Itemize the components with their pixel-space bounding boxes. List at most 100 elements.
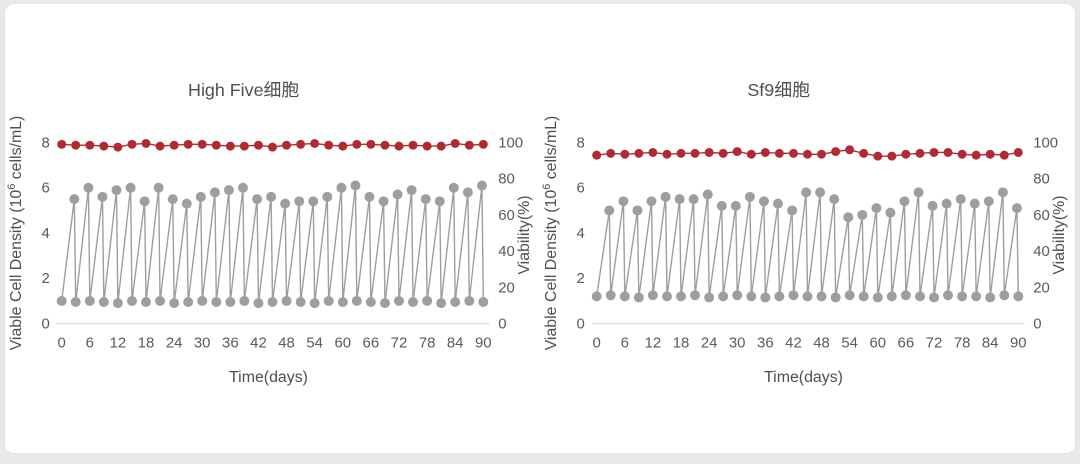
data-point-marker [337, 297, 348, 307]
x-axis-title: Time(days) [764, 369, 843, 386]
data-point-marker [155, 295, 166, 306]
data-point-marker [464, 140, 474, 150]
data-point-marker [843, 212, 854, 223]
data-point-marker [448, 182, 459, 193]
data-point-marker [98, 297, 109, 307]
data-point-marker [282, 140, 291, 150]
data-point-marker [239, 141, 249, 151]
x-tick-label: 60 [335, 335, 352, 351]
data-point-marker [183, 297, 194, 307]
data-point-marker [830, 292, 841, 303]
data-point-marker [605, 290, 616, 301]
data-point-marker [323, 295, 334, 306]
data-point-marker [999, 290, 1010, 301]
x-tick-label: 78 [954, 335, 971, 351]
data-point-marker [901, 149, 911, 159]
data-point-marker [620, 149, 630, 159]
y-right-axis-title: Viability(%) [1051, 195, 1068, 274]
y-left-title-prefix: Viable Cell Density (10 [543, 190, 560, 351]
data-point-marker [619, 291, 630, 302]
data-point-marker [957, 149, 967, 159]
data-point-marker [365, 297, 376, 307]
data-point-marker [829, 194, 840, 205]
chart-high-five-svg: High Five细胞 0 6 12 18 24 30 36 42 48 54 60 66 72 78 84… [6, 80, 533, 386]
data-point-marker [394, 141, 404, 151]
data-point-marker [646, 196, 657, 207]
data-point-marker [267, 297, 278, 307]
data-point-marker [929, 292, 939, 303]
data-point-marker [239, 295, 250, 306]
x-tick-label: 60 [870, 335, 887, 351]
data-point-marker [845, 145, 855, 155]
data-point-marker [760, 292, 771, 303]
x-tick-label: 36 [757, 335, 774, 351]
x-tick-labels: 0 6 12 18 24 30 36 42 48 54 60 66 72 78 84 90 [593, 335, 1027, 351]
y-left-title-suffix: cells/mL) [8, 116, 25, 184]
y-left-tick-label: 0 [41, 316, 49, 332]
x-tick-label: 66 [898, 335, 915, 351]
data-point-marker [660, 191, 671, 202]
data-point-marker [294, 196, 305, 207]
data-point-marker [352, 139, 362, 149]
data-point-marker [676, 291, 686, 302]
data-point-marker [802, 291, 813, 302]
vcd-series [56, 180, 489, 309]
data-point-marker [618, 196, 629, 207]
data-point-marker [69, 194, 80, 205]
y-left-title-prefix: Viable Cell Density (10 [8, 190, 25, 351]
data-point-marker [436, 141, 446, 151]
data-point-marker [943, 290, 953, 301]
data-point-marker [774, 291, 785, 302]
data-point-marker [209, 187, 220, 198]
chart-high-five: High Five细胞 0 6 12 18 24 30 36 42 48 54 60 66 72 78 84… [5, 58, 540, 408]
data-point-marker [929, 147, 939, 157]
data-point-marker [591, 291, 602, 302]
x-tick-label: 72 [391, 335, 408, 351]
data-point-marker [772, 198, 783, 209]
data-point-marker [153, 182, 164, 193]
y-left-axis-title: Viable Cell Density (106 cells/mL) [6, 116, 25, 351]
x-axis-title: Time(days) [229, 369, 308, 386]
x-tick-label: 24 [166, 335, 183, 351]
data-point-marker [254, 140, 263, 150]
y-left-tick-label: 8 [576, 135, 584, 151]
data-point-marker [789, 148, 798, 158]
x-tick-label: 78 [419, 335, 436, 351]
data-point-marker [816, 291, 827, 302]
data-point-marker [648, 147, 658, 157]
x-tick-label: 84 [982, 335, 999, 351]
yright-tick-labels: 0 20 40 60 80 100 [1033, 135, 1058, 332]
data-point-marker [434, 196, 445, 207]
chart-sf9-svg: Sf9细胞 0 6 12 18 24 30 36 42 48 54 60 66 72 78 84 90 024… [541, 80, 1068, 386]
data-point-marker [913, 187, 924, 198]
data-point-marker [955, 194, 966, 205]
data-point-marker [746, 149, 756, 159]
data-point-marker [859, 148, 869, 158]
data-point-marker [309, 298, 320, 309]
data-point-marker [844, 290, 855, 301]
x-tick-label: 90 [475, 335, 492, 351]
data-point-marker [758, 196, 769, 207]
data-point-marker [732, 290, 743, 301]
x-tick-label: 54 [306, 335, 323, 351]
data-point-marker [113, 142, 123, 152]
data-point-marker [350, 180, 361, 191]
x-tick-label: 66 [363, 335, 380, 351]
y-right-tick-label: 20 [498, 280, 515, 296]
y-right-tick-label: 0 [1033, 316, 1041, 332]
data-point-marker [915, 148, 925, 158]
data-point-marker [690, 290, 701, 301]
data-point-marker [183, 139, 193, 149]
y-left-tick-label: 6 [41, 181, 49, 197]
data-point-marker [774, 148, 784, 158]
data-point-marker [985, 149, 995, 159]
x-tick-label: 48 [278, 335, 295, 351]
data-point-marker [139, 196, 150, 207]
data-point-marker [83, 182, 94, 193]
data-point-marker [634, 148, 644, 158]
data-point-marker [225, 297, 236, 307]
data-point-marker [817, 149, 826, 159]
x-tick-label: 36 [222, 335, 239, 351]
data-point-marker [633, 292, 644, 303]
data-point-marker [462, 187, 473, 198]
